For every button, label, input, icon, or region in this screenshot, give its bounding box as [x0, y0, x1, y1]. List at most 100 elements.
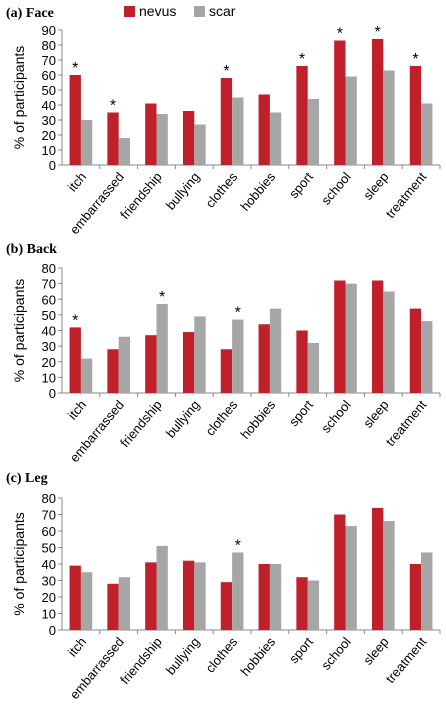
- y-tick-label: 70: [42, 53, 56, 68]
- x-tick-label: hobbies: [237, 397, 278, 442]
- x-tick-label: clothes: [202, 169, 240, 211]
- y-tick-label: 60: [42, 292, 56, 307]
- significance-marker: *: [337, 26, 343, 43]
- y-tick-label: 0: [49, 158, 56, 173]
- y-tick-label: 90: [42, 23, 56, 38]
- bar: [409, 564, 422, 630]
- bar: [307, 343, 320, 393]
- y-tick-label: 0: [49, 623, 56, 638]
- significance-marker: *: [235, 305, 241, 322]
- bar: [383, 521, 395, 630]
- significance-marker: *: [235, 537, 241, 554]
- y-tick-label: 20: [42, 128, 56, 143]
- bar: [269, 308, 282, 393]
- bar: [107, 349, 119, 393]
- legend-label: nevus: [139, 3, 176, 19]
- y-tick-label: 80: [42, 261, 56, 276]
- y-tick-label: 30: [42, 574, 56, 589]
- bar: [194, 316, 206, 393]
- bar: [182, 332, 195, 393]
- bar: [232, 97, 244, 165]
- bar: [156, 114, 168, 165]
- bar: [383, 291, 395, 393]
- x-tick-label: treatment: [383, 397, 430, 449]
- x-tick-label: treatment: [383, 169, 430, 221]
- bar: [220, 582, 233, 630]
- y-tick-label: 0: [49, 386, 56, 401]
- bar: [409, 308, 422, 393]
- bar: [69, 75, 81, 165]
- y-tick-label: 60: [42, 68, 56, 83]
- significance-marker: *: [72, 312, 78, 329]
- x-tick-label: bullying: [163, 169, 203, 212]
- x-tick-label: itch: [65, 169, 89, 194]
- bar: [156, 303, 168, 393]
- bar: [232, 552, 244, 630]
- bar: [118, 138, 131, 165]
- significance-marker: *: [110, 98, 116, 115]
- legend-label: scar: [209, 3, 236, 19]
- bar: [296, 577, 308, 630]
- bar: [409, 66, 422, 165]
- bar: [345, 76, 357, 165]
- x-tick-label: sleep: [360, 169, 391, 202]
- y-tick-label: 40: [42, 98, 56, 113]
- bar: [258, 324, 270, 393]
- bar: [371, 507, 384, 630]
- significance-marker: *: [159, 289, 165, 306]
- x-tick-label: sport: [286, 397, 316, 429]
- y-tick-label: 40: [42, 324, 56, 339]
- chart-title: (a) Face: [6, 6, 54, 21]
- bar: [383, 70, 395, 165]
- bar: [220, 349, 233, 393]
- bar: [69, 327, 81, 393]
- bar: [334, 280, 346, 393]
- chart-title: (b) Back: [6, 242, 57, 257]
- bar: [307, 580, 320, 630]
- y-tick-label: 10: [42, 370, 56, 385]
- y-tick-label: 10: [42, 143, 56, 158]
- x-tick-label: bullying: [163, 634, 203, 677]
- bar: [194, 124, 206, 165]
- bar: [220, 78, 233, 165]
- x-tick-label: sleep: [360, 397, 391, 430]
- y-tick-label: 30: [42, 113, 56, 128]
- x-tick-label: sport: [286, 169, 316, 201]
- significance-marker: *: [72, 60, 78, 77]
- bar: [156, 545, 168, 630]
- bar: [269, 564, 282, 630]
- x-tick-label: clothes: [202, 634, 240, 676]
- bar: [296, 66, 308, 165]
- x-tick-label: itch: [65, 634, 89, 659]
- y-tick-label: 60: [42, 524, 56, 539]
- x-tick-label: treatment: [383, 634, 430, 686]
- chart-title: (c) Leg: [6, 471, 48, 486]
- y-tick-label: 70: [42, 277, 56, 292]
- y-tick-label: 70: [42, 508, 56, 523]
- bar: [307, 99, 320, 165]
- legend-swatch: [124, 6, 135, 17]
- bar: [345, 283, 357, 393]
- significance-marker: *: [412, 51, 418, 68]
- x-tick-label: sport: [286, 634, 316, 666]
- y-tick-label: 20: [42, 355, 56, 370]
- x-tick-label: school: [318, 169, 354, 208]
- bar: [371, 39, 384, 165]
- y-tick-label: 80: [42, 38, 56, 53]
- y-axis-label: % of participants: [11, 46, 27, 150]
- x-tick-label: sleep: [360, 634, 391, 667]
- bar: [421, 552, 433, 630]
- y-tick-label: 50: [42, 83, 56, 98]
- bar: [269, 112, 282, 165]
- x-tick-label: bullying: [163, 397, 203, 440]
- bar: [145, 103, 157, 165]
- bar: [182, 111, 195, 165]
- bar: [232, 319, 244, 393]
- bar: [145, 335, 157, 393]
- bar: [345, 526, 357, 630]
- x-tick-label: school: [318, 397, 354, 436]
- bar: [118, 336, 131, 393]
- y-tick-label: 40: [42, 557, 56, 572]
- bar: [118, 577, 131, 630]
